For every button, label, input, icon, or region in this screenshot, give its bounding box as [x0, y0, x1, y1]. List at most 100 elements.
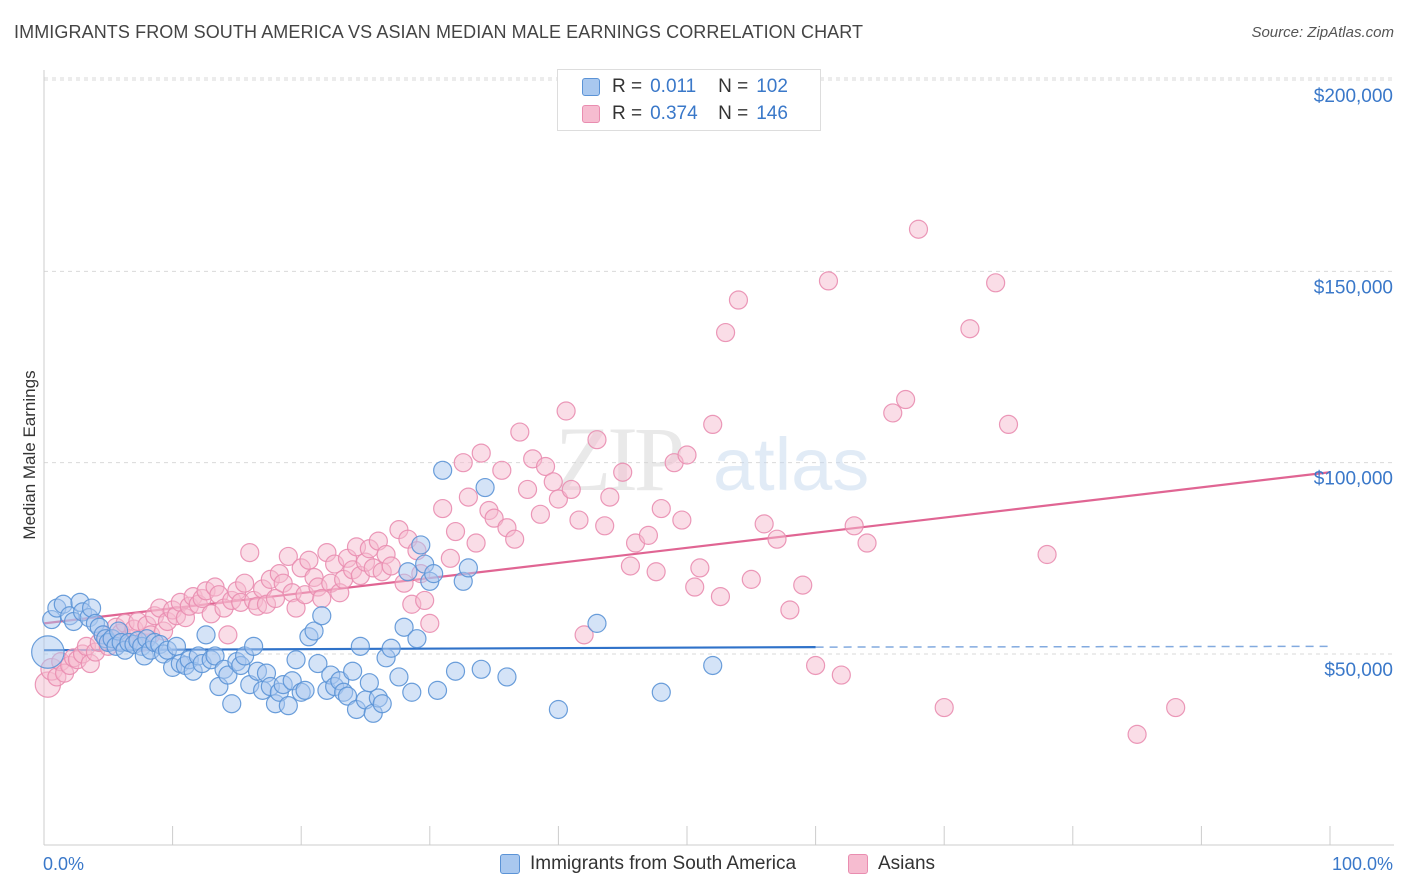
- legend-swatch-blue: [582, 78, 600, 96]
- data-point: [556, 401, 576, 421]
- data-point: [359, 673, 379, 693]
- data-point: [398, 562, 418, 582]
- data-point: [466, 533, 486, 553]
- data-point: [196, 625, 216, 645]
- bottom-legend-label-pink: Asians: [878, 853, 936, 874]
- chart-title: IMMIGRANTS FROM SOUTH AMERICA VS ASIAN M…: [14, 22, 864, 42]
- x-tick-label-left: 0.0%: [43, 854, 84, 874]
- data-point: [754, 514, 774, 534]
- data-point: [308, 653, 328, 674]
- data-point: [960, 319, 980, 339]
- data-point: [304, 621, 324, 641]
- chart-source: Source: ZipAtlas.com: [1251, 24, 1394, 41]
- data-point: [883, 403, 903, 423]
- data-point: [244, 636, 264, 656]
- data-point: [265, 588, 286, 609]
- trend-line-blue-extension: [815, 645, 1331, 648]
- trend-lines: [43, 471, 1331, 652]
- data-point: [420, 613, 440, 633]
- data-point: [433, 498, 453, 519]
- data-point: [222, 694, 242, 714]
- data-point: [205, 646, 225, 666]
- data-point: [343, 661, 363, 681]
- legend-row-pink: R = 0.374 N = 146: [582, 102, 788, 126]
- legend-r-value: 0.011: [650, 76, 697, 97]
- data-point: [548, 489, 569, 509]
- data-point: [372, 694, 392, 714]
- data-point: [793, 575, 813, 595]
- data-point: [350, 636, 370, 656]
- data-point: [218, 665, 238, 685]
- data-point: [402, 682, 422, 702]
- bottom-legend-swatch-pink: [848, 854, 868, 874]
- data-point: [337, 686, 358, 706]
- data-point: [31, 635, 65, 669]
- data-point: [394, 617, 414, 637]
- data-point: [299, 550, 319, 570]
- data-point: [703, 414, 723, 434]
- data-point: [543, 472, 563, 492]
- data-point: [548, 699, 569, 720]
- data-point: [235, 573, 255, 593]
- data-point: [381, 638, 401, 658]
- bottom-legend-pink: Asians: [848, 852, 935, 876]
- data-point: [934, 697, 954, 718]
- data-point: [166, 636, 187, 656]
- data-point: [651, 682, 671, 702]
- data-point: [844, 516, 864, 536]
- data-point: [569, 510, 589, 530]
- axes: [43, 70, 1394, 846]
- data-point: [690, 558, 710, 578]
- data-point: [998, 414, 1019, 434]
- data-point: [424, 564, 444, 584]
- data-point: [1037, 544, 1057, 565]
- data-point: [218, 625, 238, 645]
- legend-box: R = 0.011 N = 102 R = 0.374 N = 146: [557, 69, 821, 131]
- data-point: [703, 655, 723, 676]
- data-point: [433, 460, 453, 480]
- legend-r-value: 0.374: [650, 103, 698, 124]
- data-point: [445, 661, 466, 681]
- data-point: [1166, 697, 1186, 718]
- bottom-legend-swatch-blue: [500, 854, 520, 874]
- legend-n-value: 146: [756, 103, 788, 124]
- data-point: [295, 680, 315, 700]
- x-tick-labels: 0.0% 100.0%: [43, 854, 1393, 874]
- data-point: [240, 542, 260, 563]
- data-point: [908, 219, 929, 239]
- bottom-legend-label-blue: Immigrants from South America: [530, 853, 797, 874]
- data-point: [411, 535, 431, 555]
- y-tick-label: $100,000: [1314, 469, 1393, 490]
- legend-n-label: N =: [718, 76, 749, 97]
- data-point: [530, 504, 550, 524]
- data-point: [445, 521, 466, 542]
- data-point: [381, 556, 401, 576]
- bottom-legend-blue: Immigrants from South America: [500, 852, 796, 876]
- data-point: [857, 533, 877, 553]
- data-point: [741, 569, 761, 589]
- data-point: [710, 586, 731, 607]
- data-point: [458, 558, 478, 578]
- data-point: [831, 665, 851, 685]
- data-point: [767, 529, 787, 549]
- grid-lines: [44, 77, 1394, 655]
- data-point: [471, 659, 491, 679]
- data-point: [646, 562, 666, 582]
- data-point: [715, 322, 736, 343]
- data-point: [497, 667, 517, 687]
- data-point: [986, 273, 1006, 293]
- data-point: [484, 508, 504, 528]
- series-asians: [34, 219, 1186, 744]
- data-point: [286, 598, 306, 618]
- data-point: [595, 516, 615, 536]
- data-point: [685, 577, 705, 597]
- watermark: ZIP atlas: [555, 408, 869, 510]
- data-point: [492, 460, 512, 480]
- data-point: [805, 655, 826, 676]
- data-point: [613, 462, 633, 482]
- y-tick-labels: $50,000 $100,000 $150,000 $200,000: [1314, 86, 1393, 681]
- data-point: [415, 590, 435, 611]
- legend-row-blue: R = 0.011 N = 102: [582, 75, 788, 99]
- data-point: [517, 479, 538, 500]
- data-point: [780, 600, 800, 620]
